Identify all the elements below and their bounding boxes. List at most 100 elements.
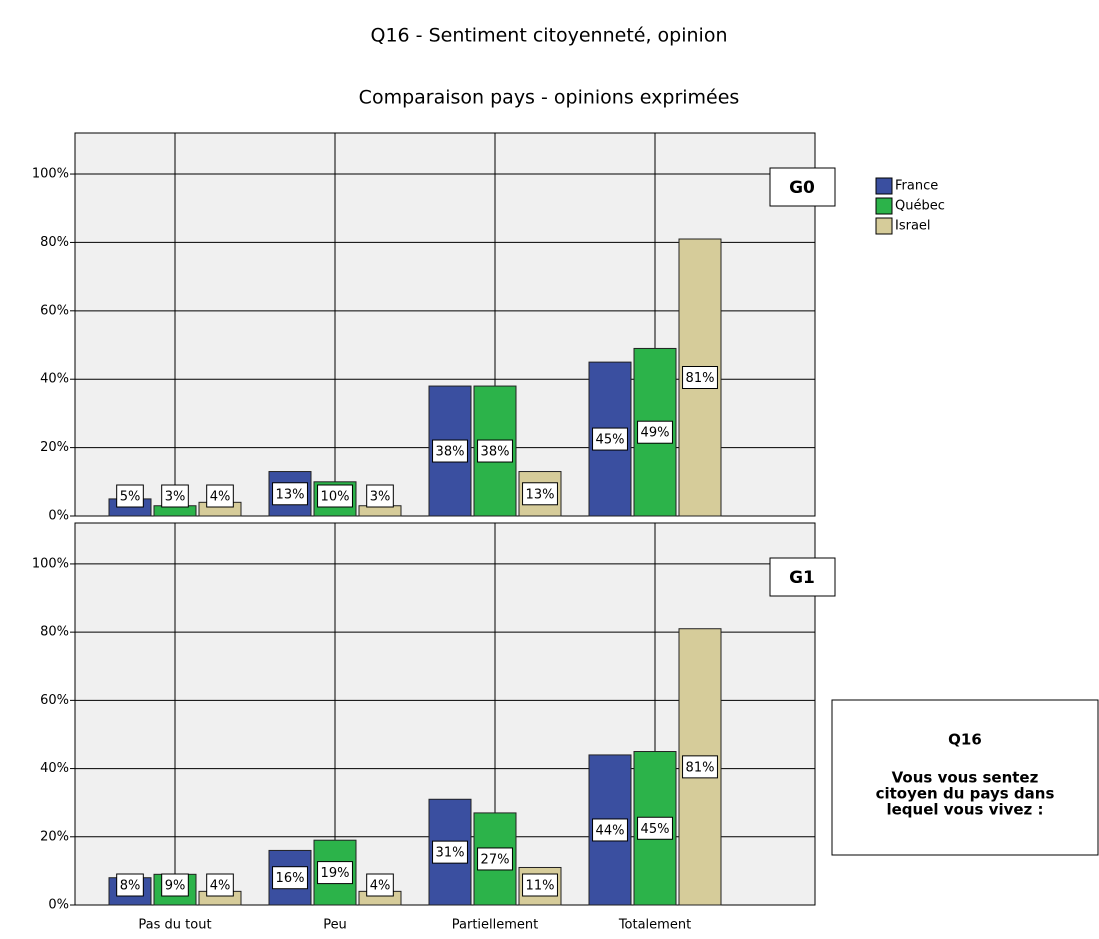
chart-title: Q16 - Sentiment citoyenneté, opinion [371,25,728,47]
data-label-text: 4% [370,879,391,894]
y-tick-label: 20% [40,440,69,455]
data-label-box [592,818,628,842]
data-label: 4% [206,873,234,897]
y-tick-label: 80% [40,235,69,250]
data-label-box [317,484,353,508]
data-label-box [432,840,468,864]
legend-swatch [875,197,893,215]
data-label: 44% [592,818,628,842]
x-tick-label: Partiellement [452,918,539,933]
legend-swatch [875,217,893,235]
x-tick-label: Peu [323,918,347,933]
data-label: 9% [161,873,189,897]
data-label-box [366,484,394,508]
data-label-text: 45% [641,822,670,837]
data-label-text: 16% [276,871,305,886]
data-label-text: 3% [370,490,391,505]
data-label-box [116,873,144,897]
data-label: 38% [432,439,468,463]
data-label-box [682,755,718,779]
legend-label: Israel [895,219,931,234]
data-label: 8% [116,873,144,897]
data-label-text: 9% [165,879,186,894]
legend-label: France [895,179,938,194]
note-title: Q16 [948,731,982,749]
note-text: citoyen du pays dans [876,785,1055,803]
y-tick-label: 20% [40,829,69,844]
data-label: 4% [366,873,394,897]
data-label-text: 5% [120,490,141,505]
x-tick-label: Totalement [618,918,691,933]
data-label-text: 3% [165,490,186,505]
data-label: 5% [116,484,144,508]
data-label-text: 81% [686,760,715,775]
data-label-box [432,439,468,463]
data-label: 31% [432,840,468,864]
data-label-box [317,861,353,885]
y-tick-label: 100% [32,556,69,571]
data-label-text: 27% [481,852,510,867]
data-label-text: 44% [596,823,625,838]
data-label-box [272,866,308,890]
x-tick-label: Pas du tout [138,918,211,933]
panel-label: G1 [789,568,815,588]
data-label-box [161,484,189,508]
note-text: lequel vous vivez : [886,801,1043,819]
y-tick-label: 80% [40,625,69,640]
data-label-text: 13% [276,487,305,502]
chart-subtitle: Comparaison pays - opinions exprimées [359,87,740,109]
data-label: 13% [272,482,308,506]
data-label: 19% [317,861,353,885]
legend-label: Québec [895,199,945,214]
data-label-text: 38% [481,445,510,460]
data-label: 11% [522,873,558,897]
data-label-text: 10% [321,490,350,505]
data-label: 13% [522,482,558,506]
y-tick-label: 60% [40,303,69,318]
y-tick-label: 40% [40,372,69,387]
data-label-text: 31% [436,846,465,861]
data-label-box [272,482,308,506]
data-label: 3% [161,484,189,508]
data-label-box [522,482,558,506]
data-label: 3% [366,484,394,508]
data-label-box [637,816,673,840]
data-label-box [477,847,513,871]
data-label-text: 4% [210,490,231,505]
data-label-text: 38% [436,445,465,460]
data-label-box [206,484,234,508]
data-label-box [116,484,144,508]
data-label-box [477,439,513,463]
note-box [831,699,1099,856]
data-label-text: 8% [120,879,141,894]
data-label: 4% [206,484,234,508]
data-label: 49% [637,420,673,444]
data-label-text: 13% [526,487,555,502]
y-tick-label: 40% [40,761,69,776]
data-label: 27% [477,847,513,871]
data-label-text: 81% [686,371,715,386]
panel-label-box [769,557,836,597]
y-tick-label: 0% [48,898,69,913]
y-tick-label: 0% [48,509,69,524]
data-label-box [161,873,189,897]
data-label-box [592,427,628,451]
data-label: 45% [592,427,628,451]
panel-label: G0 [789,178,815,198]
data-label: 16% [272,866,308,890]
legend-swatch [875,177,893,195]
data-label-box [522,873,558,897]
data-label: 81% [682,755,718,779]
data-label-box [366,873,394,897]
data-label: 45% [637,816,673,840]
data-label-box [682,366,718,390]
data-label-text: 45% [596,433,625,448]
data-label: 38% [477,439,513,463]
data-label-text: 11% [526,879,555,894]
data-label-text: 49% [641,426,670,441]
data-label-text: 19% [321,866,350,881]
y-tick-label: 60% [40,693,69,708]
y-tick-label: 100% [32,167,69,182]
data-label: 81% [682,366,718,390]
